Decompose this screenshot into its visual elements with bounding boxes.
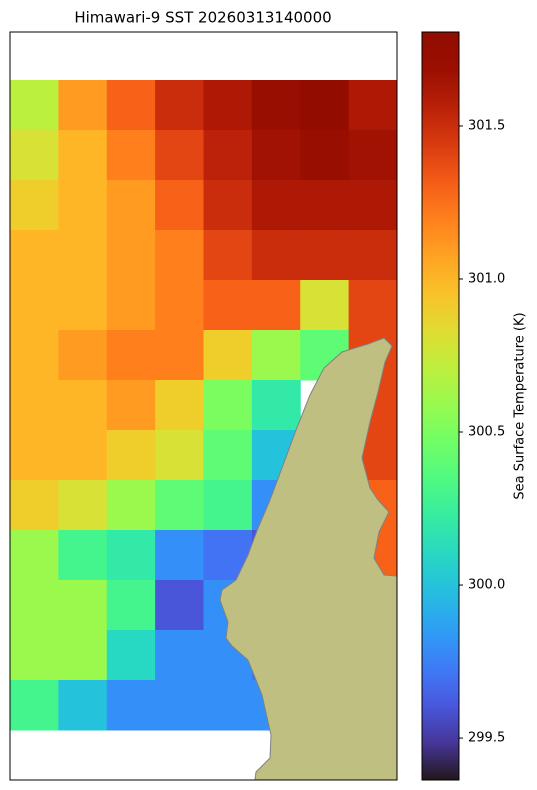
sst-cell [155, 280, 204, 331]
colorbar-label: Sea Surface Temperature (K) [513, 312, 528, 499]
chart-title: Himawari-9 SST 20260313140000 [74, 9, 331, 27]
colorbar-tick-label: 299.5 [468, 731, 505, 746]
sst-cell [58, 430, 108, 481]
sst-cell [155, 180, 204, 231]
sst-cell [10, 230, 59, 281]
sst-cell [106, 630, 156, 681]
sst-cell [58, 80, 108, 131]
sst-cell [106, 230, 156, 281]
sst-cell [251, 380, 301, 431]
map-frame [9, 31, 398, 781]
sst-cell [58, 480, 108, 531]
sst-cell [155, 80, 204, 131]
sst-cell [58, 180, 108, 231]
sst-cell [106, 680, 156, 731]
sst-cell [58, 280, 108, 331]
sst-cell [300, 80, 350, 131]
sst-cell [106, 430, 156, 481]
sst-cell [348, 80, 398, 131]
sst-cell [106, 280, 156, 331]
sst-cell [106, 180, 156, 231]
sst-cell [203, 680, 253, 731]
sst-cell [10, 80, 59, 131]
sst-cell [203, 280, 253, 331]
sst-cell [10, 330, 59, 381]
sst-cell [155, 430, 204, 481]
sst-cell [58, 530, 108, 581]
sst-cell [203, 380, 253, 431]
sst-cell [203, 180, 253, 231]
sst-cell [10, 380, 59, 431]
sst-cell [58, 380, 108, 431]
sst-cell [106, 480, 156, 531]
sst-cell [155, 530, 204, 581]
sst-cell [155, 330, 204, 381]
sst-cell [58, 580, 108, 631]
sst-cell [251, 80, 301, 131]
sst-cell [203, 330, 253, 381]
sst-cell [106, 80, 156, 131]
sst-cell [58, 230, 108, 281]
colorbar-tick-label: 300.0 [468, 578, 505, 593]
sst-cell [10, 280, 59, 331]
colorbar [421, 31, 460, 781]
sst-cell [300, 130, 350, 181]
heatmap [10, 80, 398, 731]
sst-cell [203, 230, 253, 281]
sst-cell [300, 280, 350, 331]
sst-cell [58, 630, 108, 681]
sst-cell [155, 680, 204, 731]
sst-cell [300, 180, 350, 231]
sst-cell [106, 130, 156, 181]
sst-cell [251, 230, 301, 281]
sst-cell [155, 130, 204, 181]
colorbar-tick-label: 301.5 [468, 118, 505, 133]
sst-cell [348, 130, 398, 181]
sst-cell [106, 380, 156, 431]
sst-cell [58, 130, 108, 181]
sst-cell [251, 130, 301, 181]
sst-cell [155, 480, 204, 531]
sst-cell [58, 680, 108, 731]
sst-cell [348, 180, 398, 231]
sst-cell [348, 280, 398, 331]
sst-cell [106, 530, 156, 581]
sst-cell [10, 430, 59, 481]
sst-cell [348, 230, 398, 281]
land [219, 337, 398, 781]
sst-cell [203, 80, 253, 131]
sst-cell [203, 430, 253, 481]
sst-cell [251, 330, 301, 381]
colorbar-tick-label: 300.5 [468, 425, 505, 440]
sst-cell [203, 130, 253, 181]
sst-cell [203, 480, 253, 531]
sst-cell [300, 230, 350, 281]
sst-cell [251, 180, 301, 231]
colorbar-tick-label: 301.0 [468, 271, 505, 286]
sst-cell [155, 630, 204, 681]
sst-cell [251, 280, 301, 331]
sst-cell [10, 130, 59, 181]
sst-cell [106, 330, 156, 381]
sst-cell [10, 680, 59, 731]
sst-cell [155, 380, 204, 431]
sst-cell [58, 330, 108, 381]
sst-cell [10, 180, 59, 231]
sst-cell [10, 630, 59, 681]
sst-cell [106, 580, 156, 631]
sst-cell [155, 230, 204, 281]
sst-cell [10, 580, 59, 631]
sst-cell [10, 480, 59, 531]
sst-cell [155, 580, 204, 631]
sst-cell [10, 530, 59, 581]
